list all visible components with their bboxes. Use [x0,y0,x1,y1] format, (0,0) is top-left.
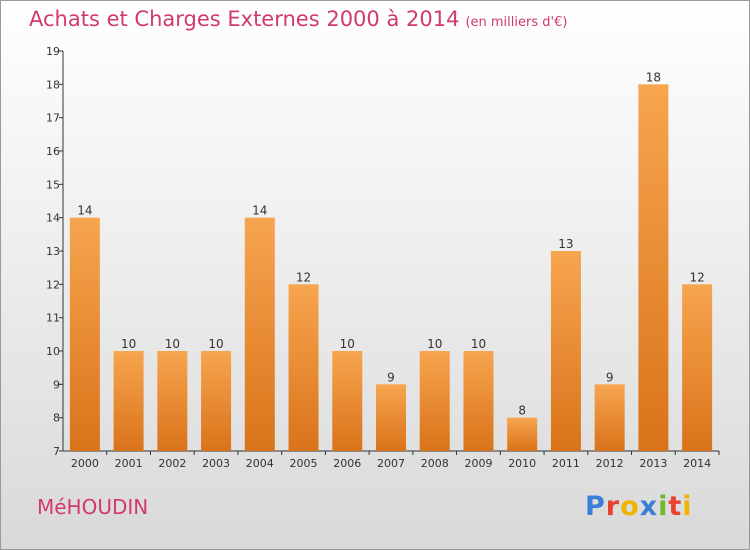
logo-letter: x [639,491,659,522]
bar [113,351,144,451]
bar [157,351,188,451]
bar [507,417,538,451]
x-tick-label: 2010 [508,457,536,470]
bar [244,217,275,451]
y-tick-label: 9 [53,378,60,391]
bar [376,384,406,451]
data-label: 18 [646,70,661,84]
bar [69,217,100,451]
y-tick-label: 16 [46,145,60,158]
y-tick-label: 10 [46,345,60,358]
y-tick-label: 19 [46,45,60,58]
logo-letter: r [605,491,621,522]
y-tick-label: 8 [53,412,60,425]
x-tick-label: 2009 [464,457,492,470]
x-tick-label: 2014 [683,457,711,470]
bar [201,351,232,451]
x-tick-label: 2005 [290,457,318,470]
x-tick-label: 2002 [158,457,186,470]
logo-letter: o [620,491,640,522]
logo-letter: t [668,491,683,522]
data-label: 8 [518,404,526,418]
bar [463,351,494,451]
bar [419,351,450,451]
y-tick-label: 15 [46,178,60,191]
x-tick-label: 2000 [71,457,99,470]
data-label: 10 [340,337,355,351]
y-tick-label: 18 [46,78,60,91]
data-label: 10 [427,337,442,351]
x-tick-label: 2001 [115,457,143,470]
proxiti-logo: Proxiti [585,491,693,522]
x-tick-label: 2011 [552,457,580,470]
x-tick-label: 2003 [202,457,230,470]
y-tick-label: 7 [53,445,60,458]
x-tick-label: 2004 [246,457,274,470]
y-tick-label: 17 [46,112,60,125]
data-label: 10 [121,337,136,351]
x-tick-label: 2007 [377,457,405,470]
logo-letter: i [682,491,693,522]
data-label: 10 [165,337,180,351]
data-label: 9 [387,370,395,384]
data-label: 13 [558,237,573,251]
data-label: 12 [689,270,704,284]
data-label: 14 [77,204,92,218]
y-tick-label: 14 [46,212,60,225]
y-tick-label: 11 [46,312,60,325]
logo-letter: i [658,491,669,522]
bar [550,251,581,451]
data-label: 9 [606,370,614,384]
x-tick-label: 2006 [333,457,361,470]
chart-title: Achats et Charges Externes 2000 à 2014 (e… [29,7,567,31]
chart-title-text: Achats et Charges Externes 2000 à 2014 [29,7,460,31]
bar [594,384,625,451]
x-tick-label: 2008 [421,457,449,470]
x-tick-label: 2013 [639,457,667,470]
data-label: 10 [471,337,486,351]
bar [682,284,713,451]
bar [332,351,363,451]
data-label: 14 [252,204,267,218]
x-tick-label: 2012 [596,457,624,470]
bar [638,84,669,451]
commune-name: MéHOUDIN [37,495,149,519]
chart-subtitle: (en milliers d'€) [465,15,568,30]
y-tick-label: 13 [46,245,60,258]
data-label: 12 [296,270,311,284]
y-tick-label: 12 [46,278,60,291]
bar [288,284,319,451]
logo-letter: P [585,491,606,522]
data-label: 10 [208,337,223,351]
